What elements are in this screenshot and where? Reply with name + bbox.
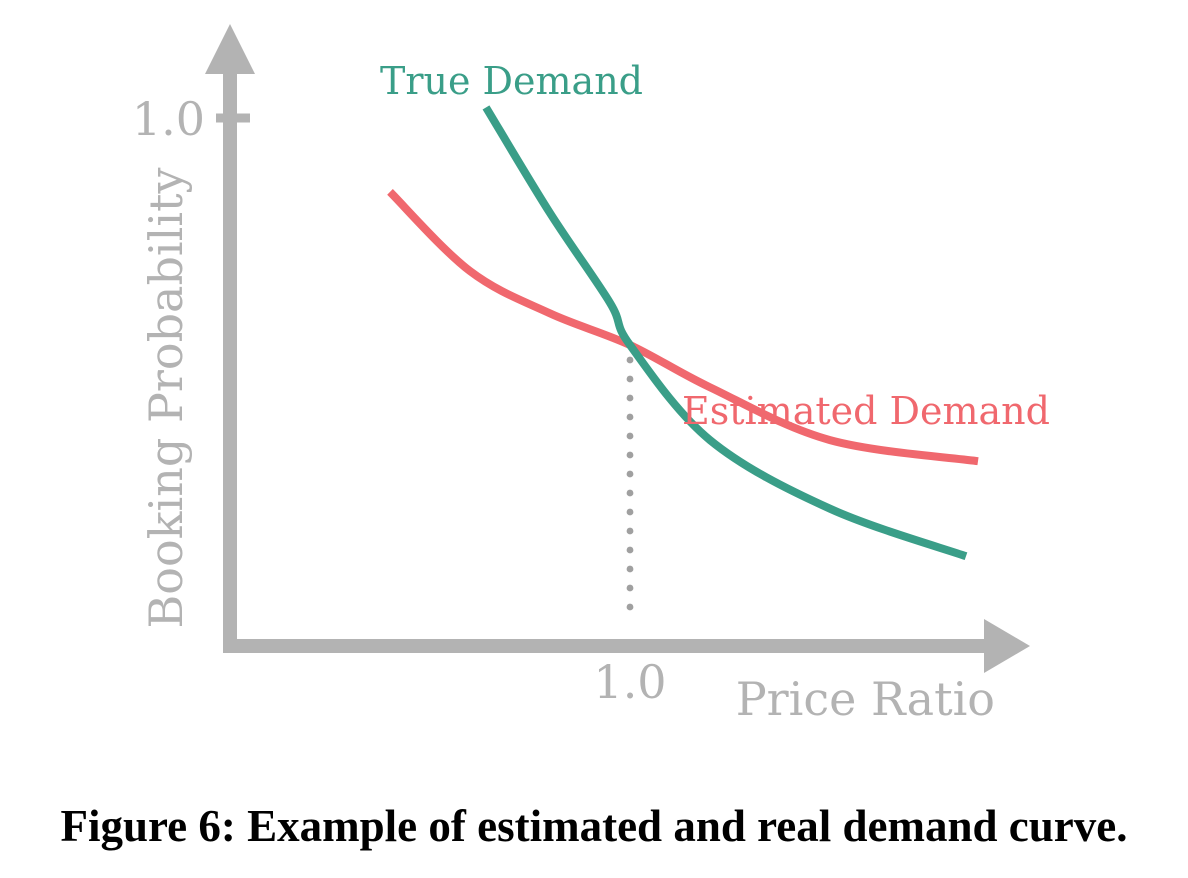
series-layer [387, 105, 979, 560]
demand-chart: 1.0 1.0 Booking Probability Price Ratio … [132, 24, 1050, 726]
reference-line-dot [626, 527, 634, 535]
reference-line-dot [626, 432, 634, 440]
estimated-demand-line [387, 189, 979, 466]
reference-line-dot [626, 394, 634, 402]
y-tick-label: 1.0 [132, 92, 205, 146]
figure-caption: Figure 6: Example of estimated and real … [60, 801, 1128, 851]
estimated-demand-label: Estimated Demand [682, 389, 1050, 433]
reference-line-dot [626, 451, 634, 459]
x-axis-arrowhead [984, 619, 1030, 673]
reference-line-dot [626, 413, 634, 421]
reference-line-dot [626, 584, 634, 592]
reference-line-layer [626, 356, 634, 611]
reference-line-dot [626, 603, 634, 611]
labels-layer: 1.0 1.0 Booking Probability Price Ratio … [132, 59, 1050, 726]
true-demand-line [482, 105, 968, 560]
axes [205, 24, 1030, 673]
y-axis-title: Booking Probability [139, 167, 193, 628]
x-axis-title: Price Ratio [736, 672, 995, 726]
reference-line-dot [626, 546, 634, 554]
reference-line-dot [626, 375, 634, 383]
reference-line-dot [626, 565, 634, 573]
reference-line-dot [626, 470, 634, 478]
reference-line-dot [626, 489, 634, 497]
reference-line-dot [626, 356, 634, 364]
true-demand-label: True Demand [380, 59, 643, 103]
reference-line-dot [626, 508, 634, 516]
y-axis-arrowhead [205, 24, 255, 74]
x-tick-label: 1.0 [593, 655, 666, 709]
